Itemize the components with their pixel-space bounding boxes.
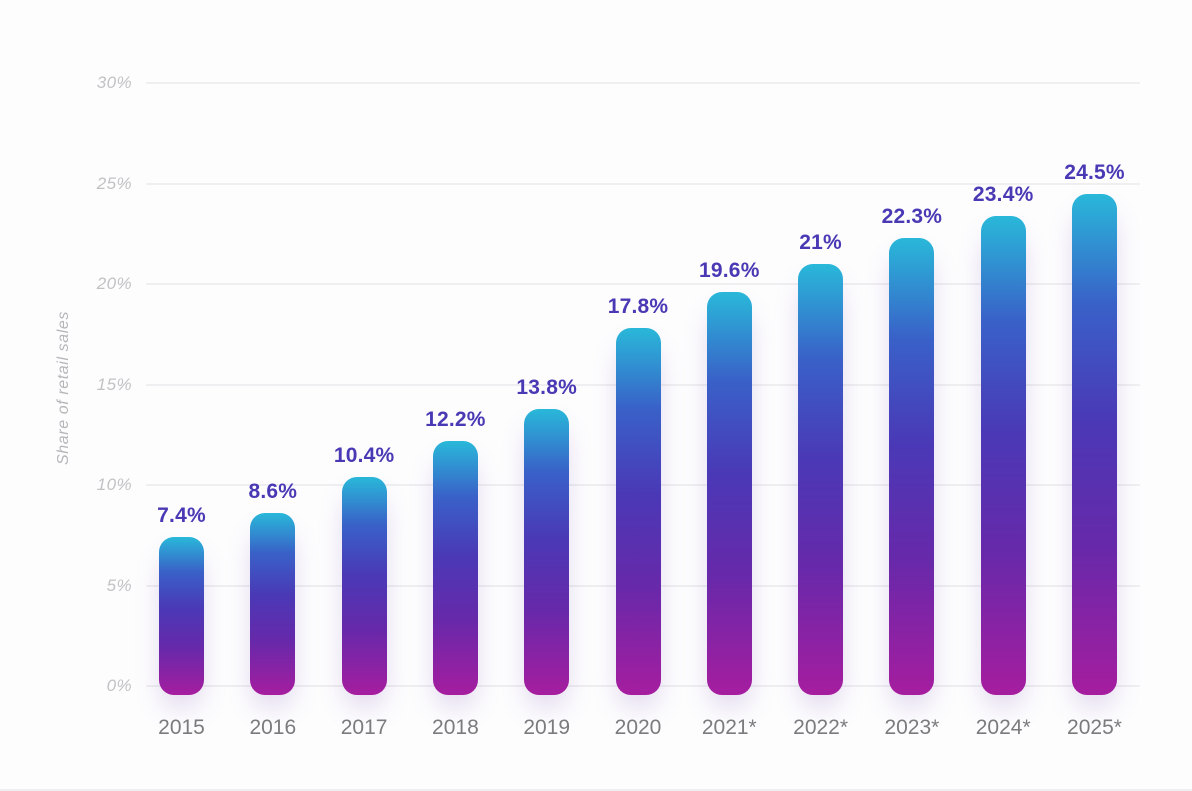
x-tick-label: 2018 xyxy=(432,716,479,739)
y-tick-label: 10% xyxy=(96,475,132,494)
y-tick-label: 25% xyxy=(96,173,132,193)
bar-value-label: 21% xyxy=(799,230,842,254)
bar-value-label: 10.4% xyxy=(333,443,395,467)
x-tick-label: 2021* xyxy=(701,716,757,739)
bar xyxy=(798,263,844,695)
bar xyxy=(341,476,387,695)
x-tick-label: 2023* xyxy=(884,716,940,739)
y-tick-label: 20% xyxy=(96,274,132,293)
bar-value-label: 23.4% xyxy=(972,182,1034,206)
bar-value-label: 13.8% xyxy=(516,375,577,399)
gridline xyxy=(146,82,1140,84)
gridline xyxy=(146,182,1140,185)
bar-value-label: 17.8% xyxy=(607,295,669,319)
x-tick-label: 2020 xyxy=(614,716,662,739)
y-tick-label: 15% xyxy=(96,374,132,394)
bar-value-label: 19.6% xyxy=(699,259,760,283)
gridline xyxy=(146,283,1140,285)
bar xyxy=(250,513,296,695)
x-tick-label: 2025* xyxy=(1067,716,1122,739)
bar xyxy=(706,292,752,695)
bar xyxy=(159,537,204,695)
bar-value-label: 22.3% xyxy=(881,204,943,228)
y-tick-label: 5% xyxy=(106,575,132,595)
x-tick-label: 2019 xyxy=(523,716,571,739)
x-tick-label: 2016 xyxy=(249,716,297,739)
bar-value-label: 7.4% xyxy=(157,504,206,528)
y-tick-label: 30% xyxy=(96,73,132,92)
y-tick-label: 0% xyxy=(106,676,132,695)
x-tick-label: 2022* xyxy=(793,716,849,739)
bar xyxy=(889,237,935,695)
bar xyxy=(980,215,1026,695)
bar-value-label: 8.6% xyxy=(248,480,298,504)
bar-value-label: 12.2% xyxy=(425,407,486,431)
x-tick-label: 2015 xyxy=(158,716,205,739)
bar xyxy=(524,408,570,695)
x-tick-label: 2017 xyxy=(340,716,388,739)
x-tick-label: 2024* xyxy=(975,716,1031,739)
bar-value-label: 24.5% xyxy=(1064,160,1125,184)
bar xyxy=(432,440,478,695)
bar xyxy=(615,328,661,695)
bar xyxy=(1072,193,1117,695)
